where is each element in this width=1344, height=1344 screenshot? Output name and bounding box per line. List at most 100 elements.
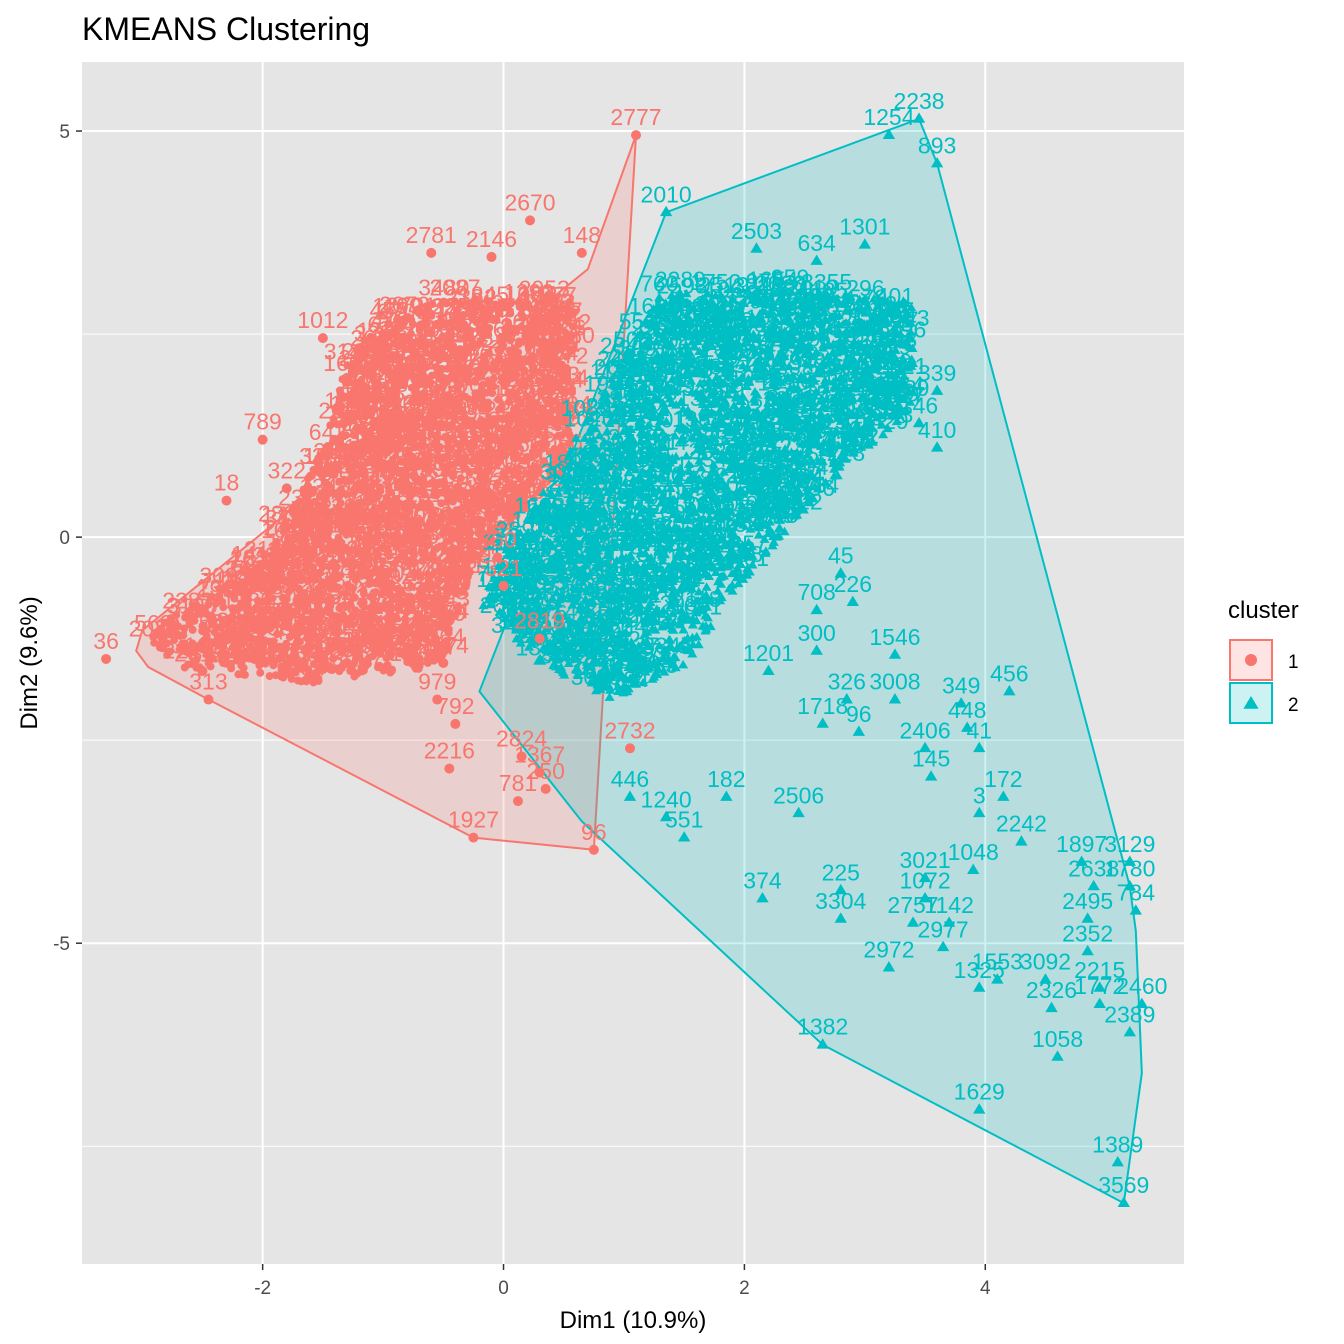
cluster-1-dense-markers — [149, 294, 579, 687]
dense-point-label: 2009 — [383, 534, 434, 560]
x-tick-label: 0 — [498, 1278, 509, 1299]
dense-point-label: 2393 — [326, 453, 377, 479]
cluster-1-point — [281, 483, 292, 494]
legend-circle-icon — [1245, 654, 1257, 666]
point-label: 2670 — [504, 189, 555, 215]
gridlines — [82, 62, 1184, 1264]
point-label: 3 — [973, 782, 986, 808]
dense-point-label: 2411 — [256, 545, 305, 571]
x-tick-label: 2 — [739, 1278, 750, 1299]
dense-point-label: 103 — [222, 564, 260, 590]
legend-title: cluster — [1228, 597, 1299, 624]
point-label: 2146 — [466, 226, 517, 252]
point-label: 339 — [918, 360, 956, 386]
point-label: 2010 — [641, 181, 692, 207]
dense-point-label: 2102 — [363, 409, 414, 435]
dense-point-label: 429 — [523, 392, 561, 418]
dense-point-label: 735 — [440, 541, 478, 567]
dense-point-label: 1645 — [419, 319, 470, 345]
dense-point-label: 2135 — [388, 523, 439, 549]
cluster-1-point — [631, 130, 642, 141]
point-label: 41 — [966, 717, 992, 743]
dense-point-label: 2233 — [439, 399, 490, 425]
dense-point-label: 2798 — [404, 557, 455, 583]
point-label: 1048 — [948, 839, 999, 865]
dense-point-label: 1007 — [504, 281, 555, 307]
cluster-1-point — [257, 434, 268, 445]
dense-point-label: 1897 — [256, 548, 307, 574]
cluster-1-point — [498, 580, 509, 591]
dense-point-label: 2921 — [375, 563, 426, 589]
dense-point-label: 1028 — [488, 447, 539, 473]
point-label: 446 — [611, 766, 649, 792]
dense-point-label: 1785 — [417, 439, 468, 465]
dense-point-label: 1182 — [369, 328, 418, 354]
dense-point-label: 760 — [640, 270, 678, 296]
dense-point-label: 1101 — [382, 464, 431, 490]
dense-point-label: 3166 — [171, 633, 222, 659]
point-label: 374 — [743, 868, 782, 894]
dense-point-label: 961 — [456, 372, 494, 398]
dense-point-label: 3492 — [293, 503, 344, 529]
dense-point-label: 642 — [309, 419, 347, 445]
dense-point-label: 2864 — [515, 364, 566, 390]
dense-point-label: 267 — [298, 571, 336, 597]
dense-point-label: 2277 — [455, 344, 506, 370]
dense-point-label: 3437 — [376, 447, 427, 473]
dense-point-label: 2377 — [350, 456, 401, 482]
cluster-1-point — [624, 743, 635, 754]
dense-point-label: 764 — [860, 378, 899, 404]
dense-point-label: 1574 — [444, 504, 495, 530]
y-axis-ticks: -5 0 5 — [53, 122, 82, 955]
dense-point-label: 307 — [293, 507, 331, 533]
dense-point-label: 325 — [354, 321, 392, 347]
dense-point-label: 3293 — [293, 615, 344, 641]
dense-point-label: 1062 — [293, 651, 344, 677]
cluster-1-point — [525, 215, 536, 226]
dense-point-label: 1594 — [341, 374, 392, 400]
dense-point-label: 1980 — [544, 322, 595, 348]
dense-point-label: 2870 — [432, 542, 483, 568]
dense-point-label: 706 — [344, 564, 382, 590]
point-label: 2326 — [1026, 977, 1077, 1003]
dense-point-label: 3079 — [517, 397, 568, 423]
dense-point-label: 2489 — [351, 413, 402, 439]
legend: cluster 1 2 — [1228, 597, 1299, 724]
point-label: 634 — [797, 230, 836, 256]
dense-point-label: 532 — [350, 529, 388, 555]
dense-point-label: 1764 — [333, 417, 384, 443]
dense-point-label: 1588 — [238, 601, 289, 627]
dense-point-label: 2440 — [449, 475, 500, 501]
dense-point-label: 1033 — [352, 619, 403, 645]
dense-point-label: 251 — [510, 320, 548, 346]
cluster-1-point — [512, 796, 523, 807]
y-tick-label: -5 — [53, 934, 70, 955]
point-label: 2972 — [863, 937, 914, 963]
dense-point-label: 1767 — [517, 422, 568, 448]
point-label: 2389 — [1104, 1002, 1155, 1028]
dense-point-label: 152 — [803, 380, 841, 406]
dense-point-label: 634 — [249, 571, 288, 597]
dense-point-label: 3111 — [442, 393, 490, 419]
dense-point-label: 2590 — [389, 316, 440, 342]
dense-point-label: 2184 — [273, 563, 324, 589]
cluster-1-point — [323, 662, 334, 673]
point-label: 1201 — [743, 640, 794, 666]
point-label: 3008 — [869, 669, 920, 695]
dense-point-label: 2136 — [244, 536, 295, 562]
dense-point-label: 775 — [377, 590, 415, 616]
dense-point-label: 866 — [699, 377, 737, 403]
dense-point-label: 2025 — [239, 601, 290, 627]
dense-point-label: 3160 — [494, 478, 545, 504]
cluster-1-point — [486, 251, 497, 262]
dense-point-label: 2688 — [852, 322, 903, 348]
point-label: 1301 — [839, 214, 890, 240]
dense-point-label: 1059 — [303, 443, 354, 469]
point-label: 145 — [912, 746, 950, 772]
point-label: 781 — [499, 770, 537, 796]
dense-point-label: 2435 — [375, 346, 426, 372]
dense-point-label: 2804 — [313, 438, 364, 464]
point-label: 31 — [190, 640, 216, 666]
dense-point-label: 2706 — [377, 298, 428, 324]
